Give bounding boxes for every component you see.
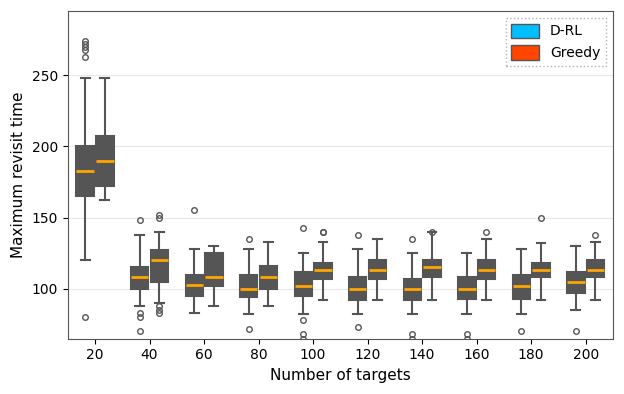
Y-axis label: Maximum revisit time: Maximum revisit time: [11, 92, 26, 258]
PathPatch shape: [295, 272, 312, 296]
PathPatch shape: [131, 268, 149, 289]
PathPatch shape: [369, 260, 386, 279]
PathPatch shape: [260, 266, 277, 289]
PathPatch shape: [349, 277, 366, 300]
PathPatch shape: [77, 147, 94, 196]
PathPatch shape: [512, 275, 530, 299]
X-axis label: Number of targets: Number of targets: [270, 368, 411, 383]
PathPatch shape: [567, 272, 585, 293]
PathPatch shape: [423, 260, 441, 277]
PathPatch shape: [185, 275, 203, 296]
PathPatch shape: [478, 260, 495, 279]
PathPatch shape: [96, 136, 114, 186]
PathPatch shape: [314, 263, 331, 279]
PathPatch shape: [458, 277, 475, 299]
PathPatch shape: [532, 263, 550, 277]
PathPatch shape: [240, 275, 258, 297]
PathPatch shape: [150, 250, 168, 282]
Legend: D-RL, Greedy: D-RL, Greedy: [505, 18, 606, 66]
PathPatch shape: [587, 260, 604, 277]
PathPatch shape: [205, 253, 223, 286]
PathPatch shape: [404, 279, 421, 300]
